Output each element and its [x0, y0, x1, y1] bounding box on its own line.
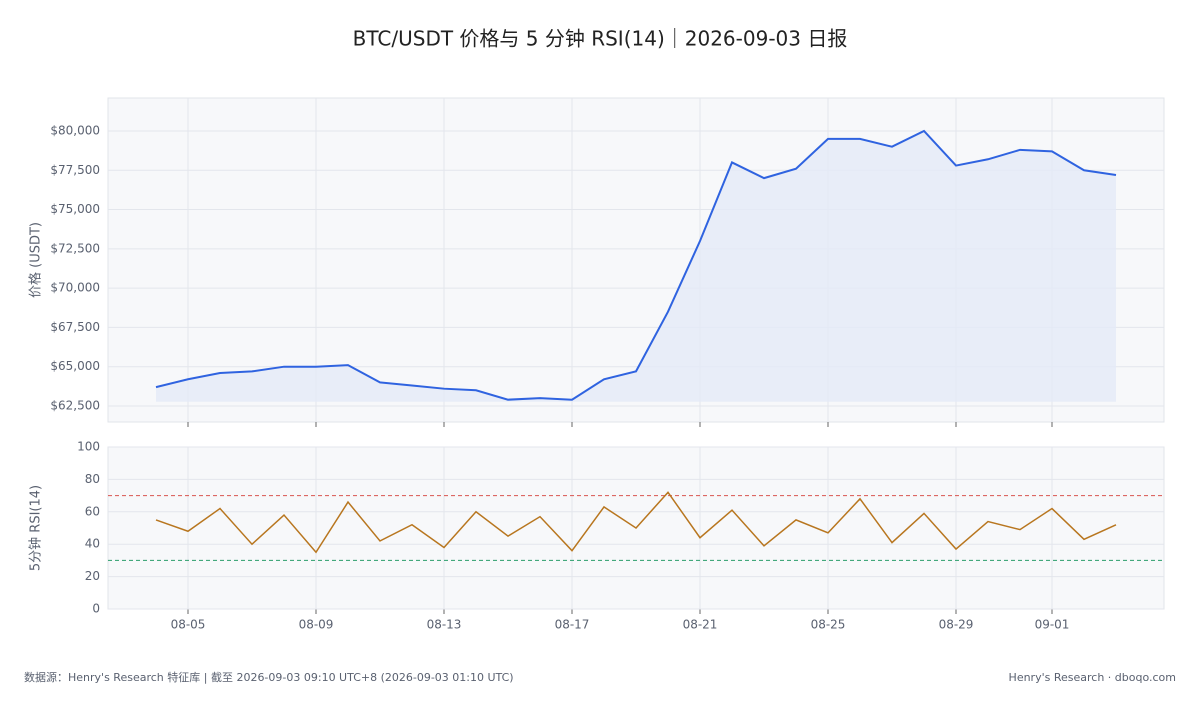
y-tick-label: 40	[85, 537, 100, 551]
y-tick-label: $77,500	[50, 163, 100, 177]
y-tick-label: $65,000	[50, 359, 100, 373]
x-tick-label: 08-05	[171, 618, 206, 632]
footer-right: Henry's Research · dboqo.com	[1009, 671, 1176, 684]
y-tick-label: 100	[77, 440, 100, 454]
rsi-line	[155, 491, 1117, 554]
y-tick-label: 80	[85, 472, 100, 486]
y-axis-label: 5分钟 RSI(14)	[28, 485, 44, 571]
y-tick-label: $80,000	[50, 123, 100, 137]
y-tick-label: $67,500	[50, 320, 100, 334]
x-tick-label: 08-09	[299, 618, 334, 632]
x-tick-label: 08-13	[427, 618, 462, 632]
x-tick-label: 09-01	[1035, 618, 1070, 632]
y-axis-label: 价格 (USDT)	[28, 222, 44, 298]
x-tick-label: 08-29	[939, 618, 974, 632]
x-tick-label: 08-25	[811, 618, 846, 632]
x-tick-label: 08-17	[555, 618, 590, 632]
y-tick-label: 20	[85, 569, 100, 583]
chart-title: BTC/USDT 价格与 5 分钟 RSI(14)｜2026-09-03 日报	[353, 27, 848, 51]
x-tick-label: 08-21	[683, 618, 718, 632]
y-tick-label: $62,500	[50, 398, 100, 412]
y-tick-label: $72,500	[50, 241, 100, 255]
price-line	[155, 129, 1117, 401]
y-tick-label: $70,000	[50, 281, 100, 295]
y-tick-label: 60	[85, 504, 100, 518]
y-tick-label: $75,000	[50, 202, 100, 216]
price-area	[156, 130, 1116, 402]
y-tick-label: 0	[92, 602, 100, 616]
footer-left: 数据源：Henry's Research 特征库 | 截至 2026-09-03…	[24, 670, 514, 684]
